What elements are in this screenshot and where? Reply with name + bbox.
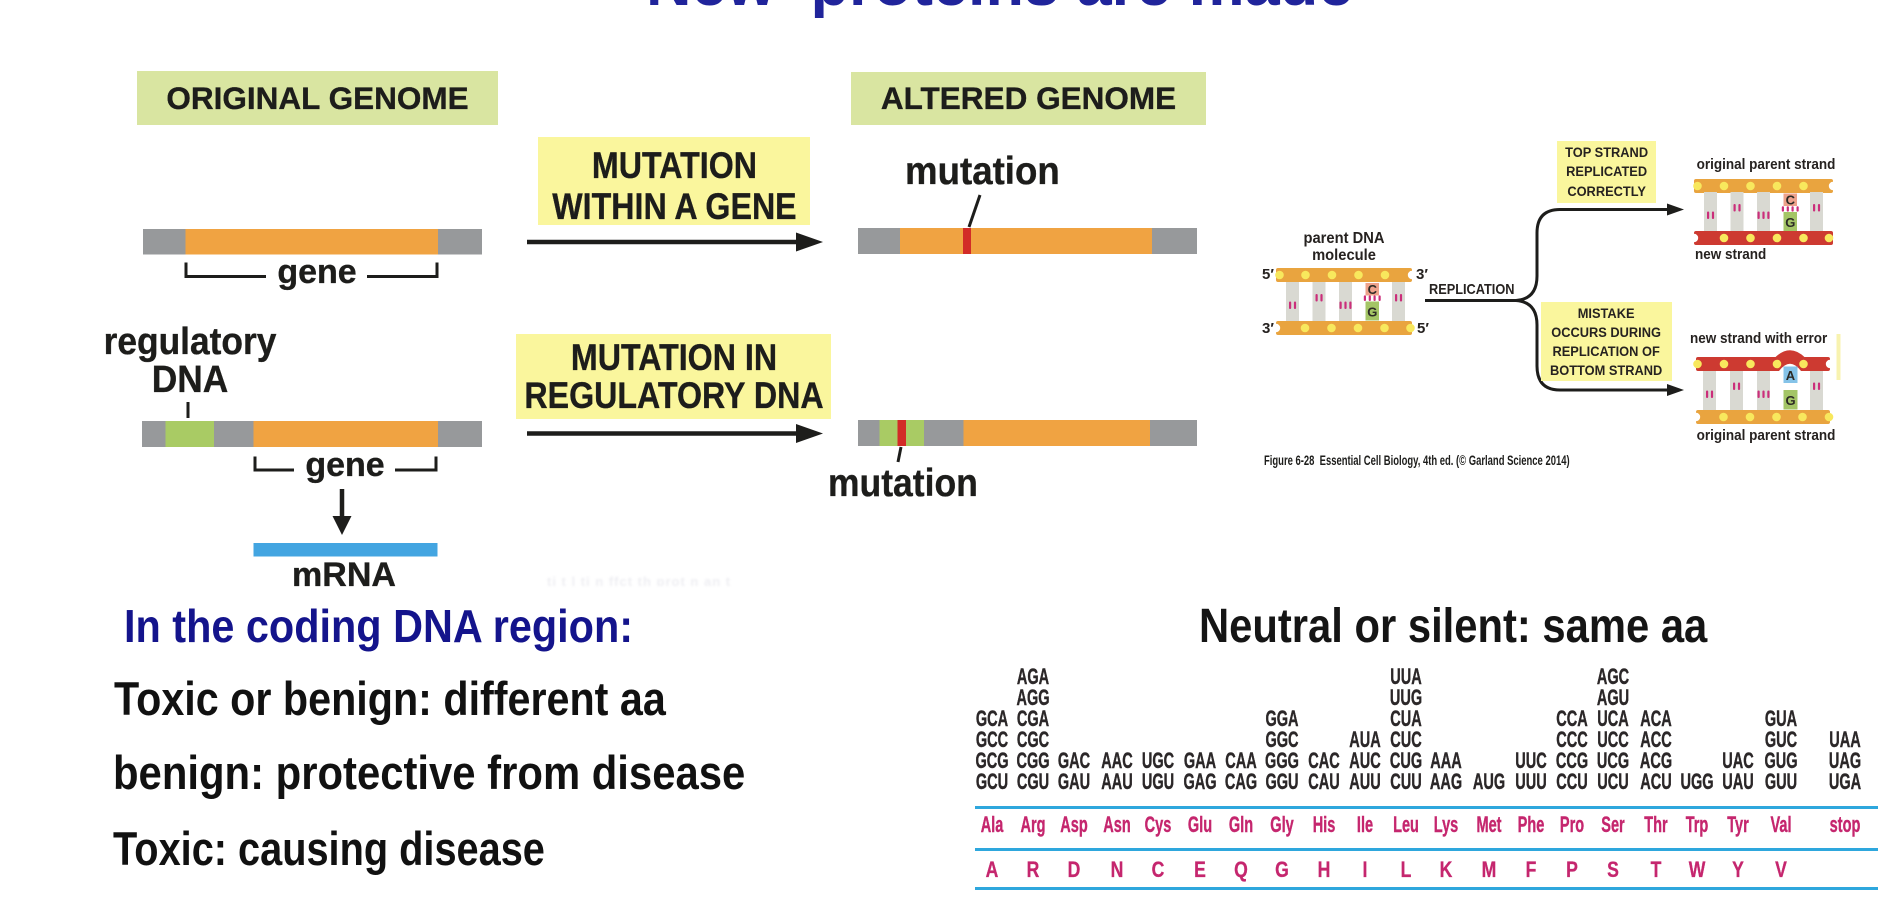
svg-text:A: A [1786, 368, 1796, 383]
svg-text:G: G [1785, 215, 1795, 230]
svg-text:G: G [1785, 393, 1795, 408]
svg-text:C: C [1786, 193, 1796, 208]
svg-text:C: C [1368, 282, 1378, 297]
svg-text:G: G [1367, 305, 1377, 320]
